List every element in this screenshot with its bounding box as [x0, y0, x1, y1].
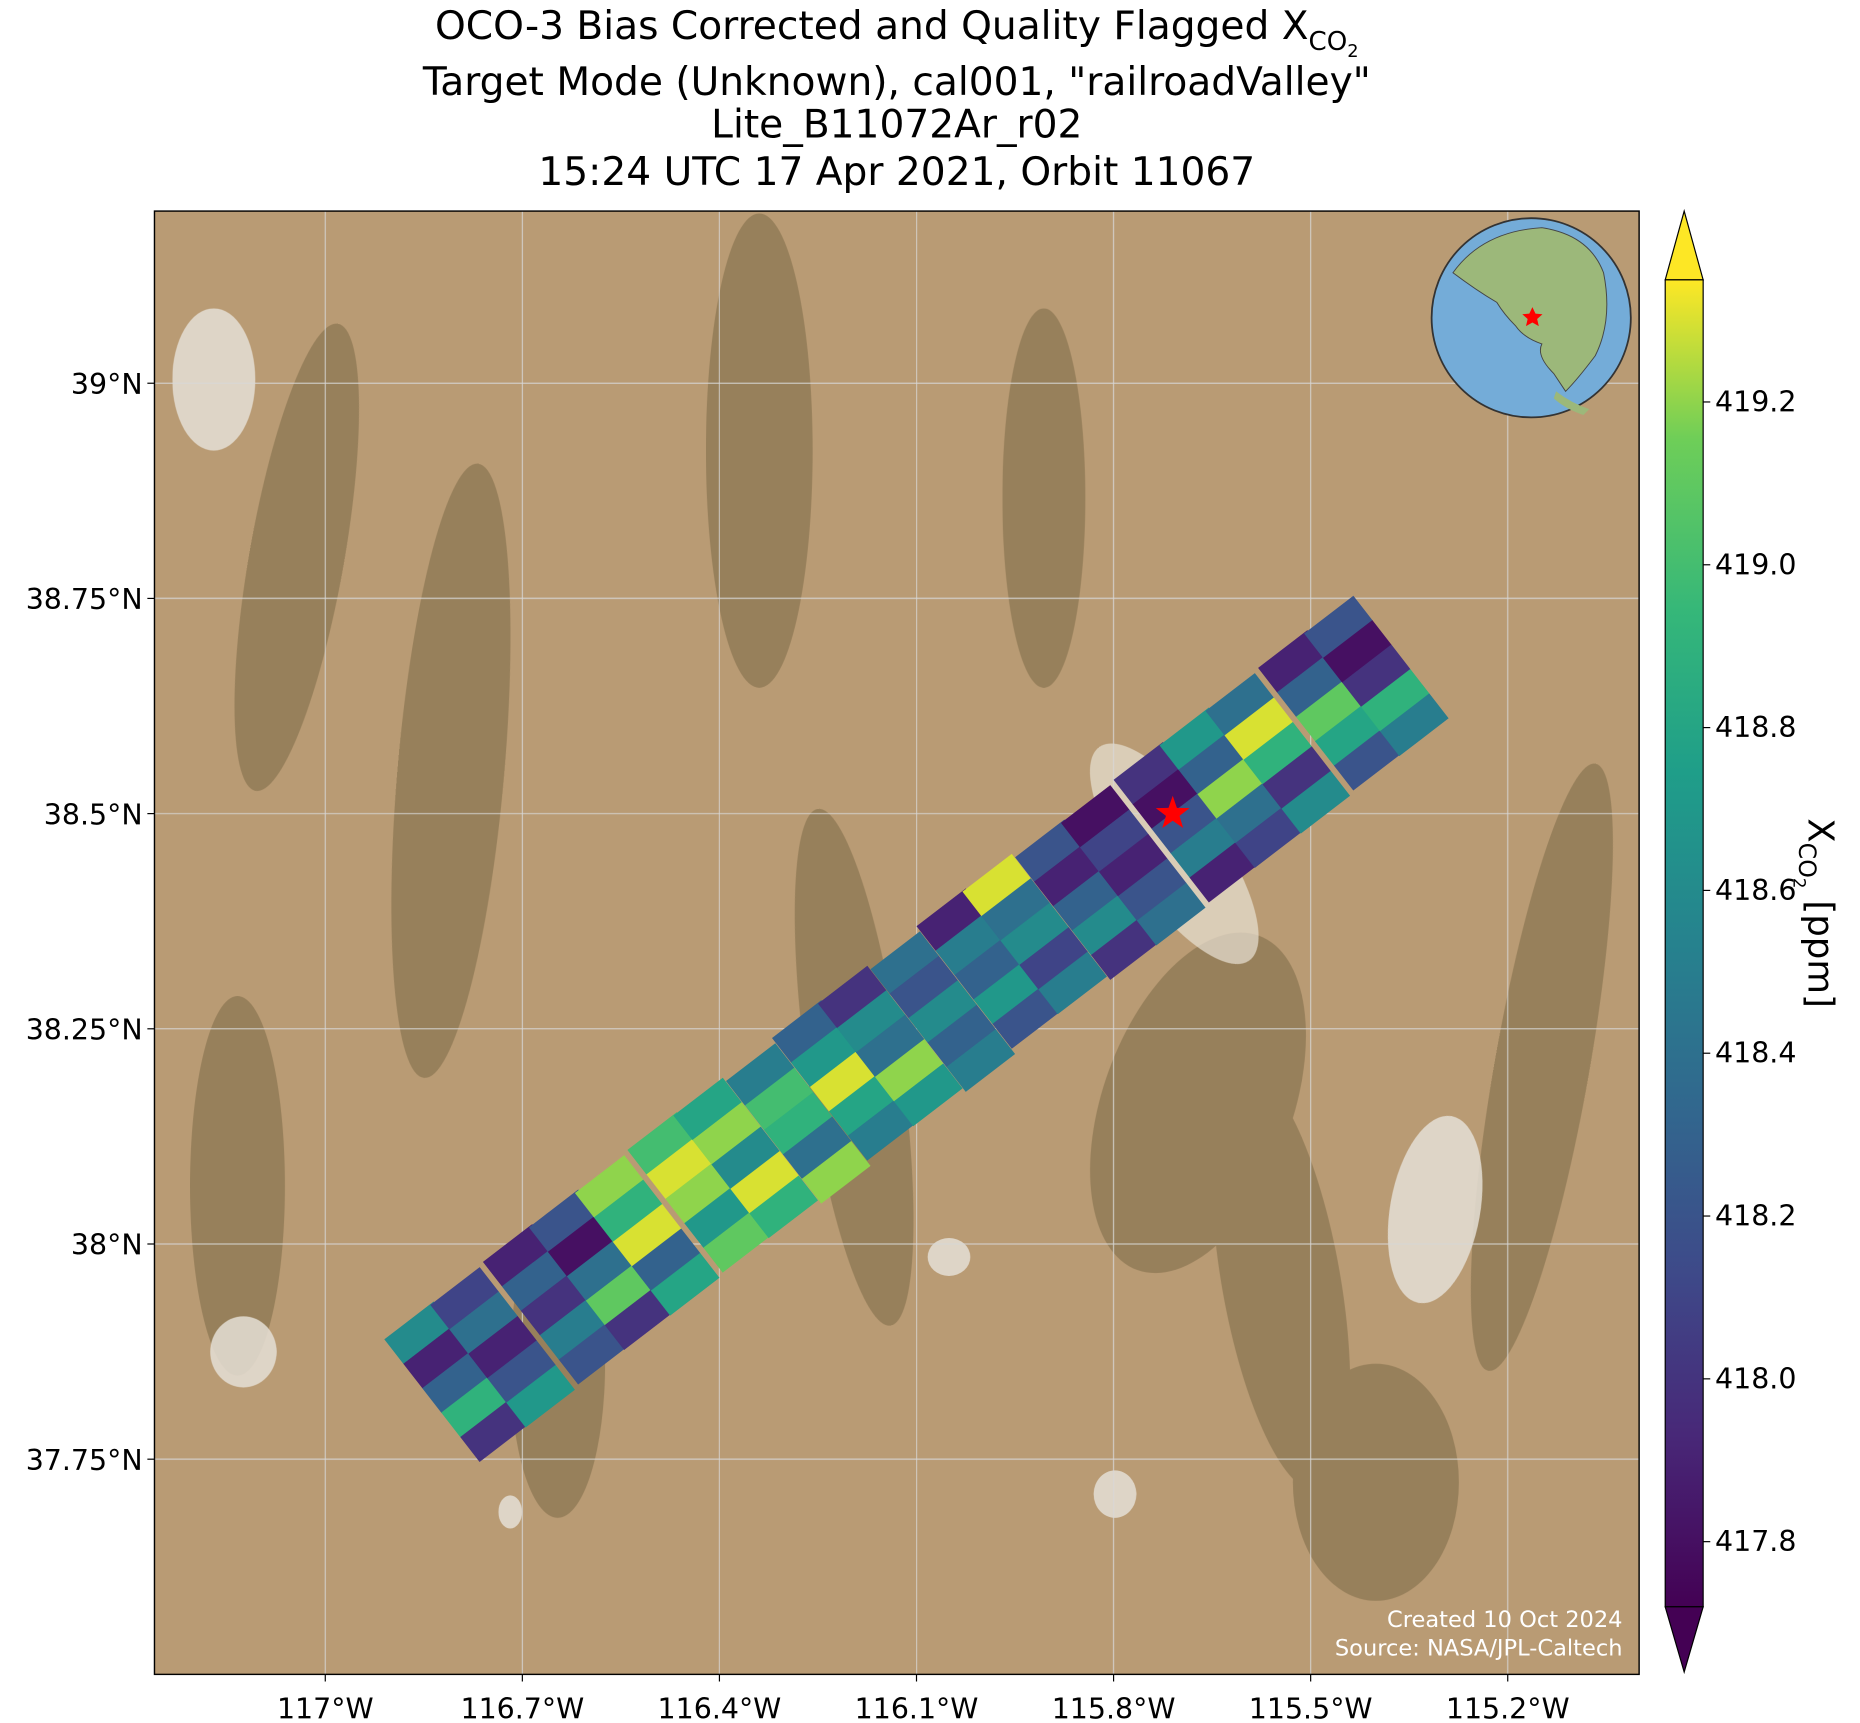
- footprint: [650, 1252, 720, 1316]
- x-tick-label: 117°W: [277, 1692, 374, 1723]
- colorbar-tick-label: 419.2: [1715, 385, 1796, 418]
- footprint: [893, 1063, 963, 1127]
- x-tick-label: 115.5°W: [1249, 1692, 1373, 1723]
- title-sub: CO: [1309, 27, 1348, 57]
- map-frame: [153, 210, 1640, 1676]
- colorbar-tick-label: 418.4: [1715, 1037, 1796, 1070]
- colorbar: 417.8 418.0 418.2 418.4 418.6 418.8 419.0 419.2: [1664, 208, 1796, 1675]
- cbar-label-base: X: [1800, 818, 1841, 842]
- created-note: Created 10 Oct 2024: [1387, 1607, 1622, 1633]
- colorbar-tick-label: 419.0: [1715, 548, 1796, 581]
- y-tick-label: 38°N: [71, 1229, 143, 1262]
- footprint: [1038, 951, 1107, 1015]
- x-tick-label: 116.1°W: [855, 1692, 979, 1723]
- cbar-label-unit: [ppm]: [1800, 900, 1841, 1008]
- title-subsub: 2: [1347, 41, 1358, 62]
- colorbar-tick-label: 418.0: [1715, 1362, 1796, 1395]
- title-line-2: Target Mode (Unknown), cal001, "railroad…: [422, 60, 1371, 105]
- footprint: [749, 1175, 819, 1239]
- globe-inset: [1430, 217, 1632, 419]
- x-tick-label: 116.7°W: [460, 1692, 584, 1723]
- y-tick-label: 38.75°N: [26, 583, 143, 616]
- colorbar-tick-label: 418.2: [1715, 1200, 1796, 1233]
- title-text: OCO-3 Bias Corrected and Quality Flagged…: [435, 4, 1309, 49]
- title-line-3: Lite_B11072Ar_r02: [711, 103, 1082, 148]
- colorbar-tick-label: 418.6: [1715, 874, 1796, 907]
- swath: [384, 595, 1449, 1462]
- footprint: [946, 1029, 1016, 1092]
- footprint: [1281, 770, 1351, 834]
- footprint: [801, 1140, 871, 1204]
- footprint: [1379, 693, 1449, 757]
- y-tick-label: 37.75°N: [26, 1444, 143, 1477]
- x-tick-label: 115.8°W: [1052, 1692, 1176, 1723]
- footprint: [506, 1364, 575, 1428]
- colorbar-tick-label: 418.8: [1715, 711, 1796, 744]
- colorbar-tick-label: 417.8: [1715, 1525, 1796, 1558]
- y-tick-label: 38.5°N: [44, 798, 143, 831]
- colorbar-label: XCO2 [ppm]: [1789, 818, 1840, 1008]
- cbar-label-sub: CO: [1793, 843, 1821, 878]
- y-tick-label: 38.25°N: [26, 1013, 143, 1046]
- basemap: [154, 211, 1640, 1675]
- title-line-1: OCO-3 Bias Corrected and Quality Flagged…: [435, 4, 1359, 62]
- y-tick-label: 39°N: [71, 368, 143, 401]
- source-note: Source: NASA/JPL-Caltech: [1335, 1635, 1623, 1661]
- cbar-label-subsub: 2: [1789, 878, 1808, 889]
- target-star: [1155, 795, 1190, 829]
- footprint: [1136, 882, 1206, 946]
- title-line-4: 15:24 UTC 17 Apr 2021, Orbit 11067: [538, 150, 1255, 195]
- x-tick-label: 116.4°W: [658, 1692, 782, 1723]
- x-tick-label: 115.2°W: [1446, 1692, 1570, 1723]
